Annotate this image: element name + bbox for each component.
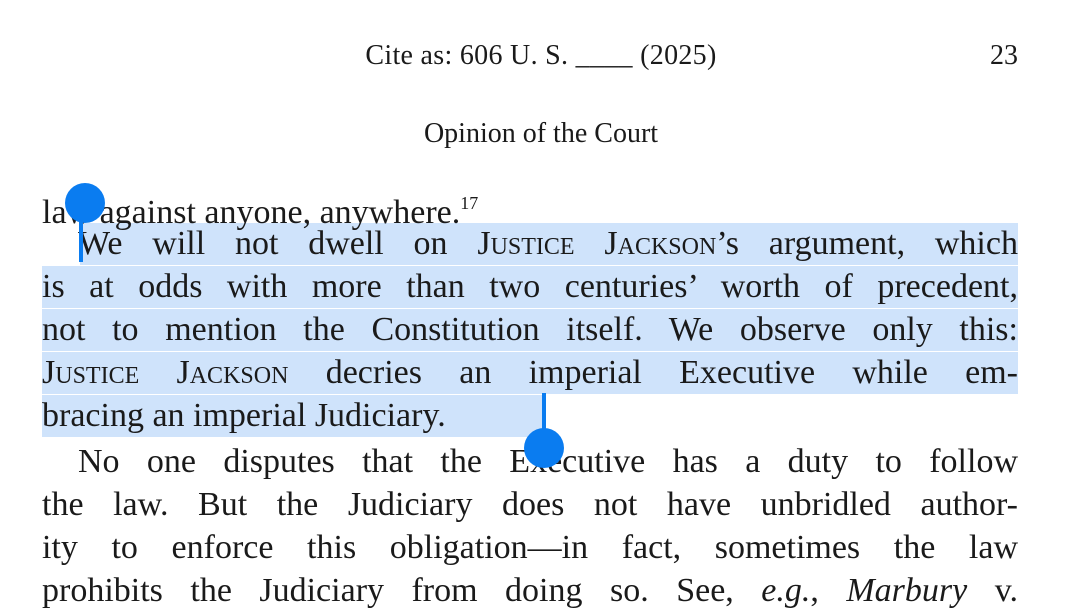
footnote-marker[interactable]: 17: [460, 193, 479, 213]
text-line: law against anyone, anywhere.17: [42, 182, 1018, 231]
selection-start-handle-stem[interactable]: [79, 218, 83, 262]
line-text: v.: [967, 572, 1019, 609]
selection-highlight-line-5: [42, 395, 545, 437]
line-text: ,: [810, 572, 847, 609]
case-name: Marbury: [846, 572, 968, 609]
citation-header: Cite as: 606 U. S. ____ (2025): [365, 40, 717, 71]
selected-line: not to mention the Constitution itself. …: [42, 311, 1018, 348]
line-text: prohibits the Judiciary from doing so. S…: [42, 572, 762, 609]
selected-line: Justice Jackson decries an imperial Exec…: [42, 352, 1018, 394]
selection-start-handle[interactable]: [65, 183, 105, 223]
justice-name: Justice Jackson: [42, 354, 289, 391]
selected-line: We will not dwell on Justice Jackson’s a…: [42, 223, 1018, 265]
selection-highlight-line-1: [80, 223, 1018, 265]
line-text: law against anyone, anywhere.: [42, 194, 461, 231]
selection-highlight-line-3: [42, 309, 1018, 351]
selection-end-handle-stem[interactable]: [542, 393, 546, 437]
selected-line: bracing an imperial Judiciary.: [42, 397, 446, 434]
selected-line: is at odds with more than two centuries’…: [42, 268, 1018, 305]
selection-highlight-line-2: [42, 266, 1018, 308]
line-text: We will not dwell on: [78, 225, 478, 262]
justice-name: Justice Jackson: [477, 225, 717, 262]
italic-text: e.g.: [761, 572, 811, 609]
selection-end-handle[interactable]: [524, 428, 564, 468]
text-line: ity to enforce this obligation—in fact, …: [42, 529, 1018, 566]
text-line: the law. But the Judiciary does not have…: [42, 486, 1018, 523]
section-title: Opinion of the Court: [423, 118, 659, 149]
line-text: ’s argument, which: [716, 225, 1018, 262]
page-number: 23: [990, 40, 1018, 71]
line-text: decries an imperial Executive while em-: [288, 354, 1018, 391]
text-line: prohibits the Judiciary from doing so. S…: [42, 570, 1018, 612]
selection-highlight-line-4: [42, 352, 1018, 394]
